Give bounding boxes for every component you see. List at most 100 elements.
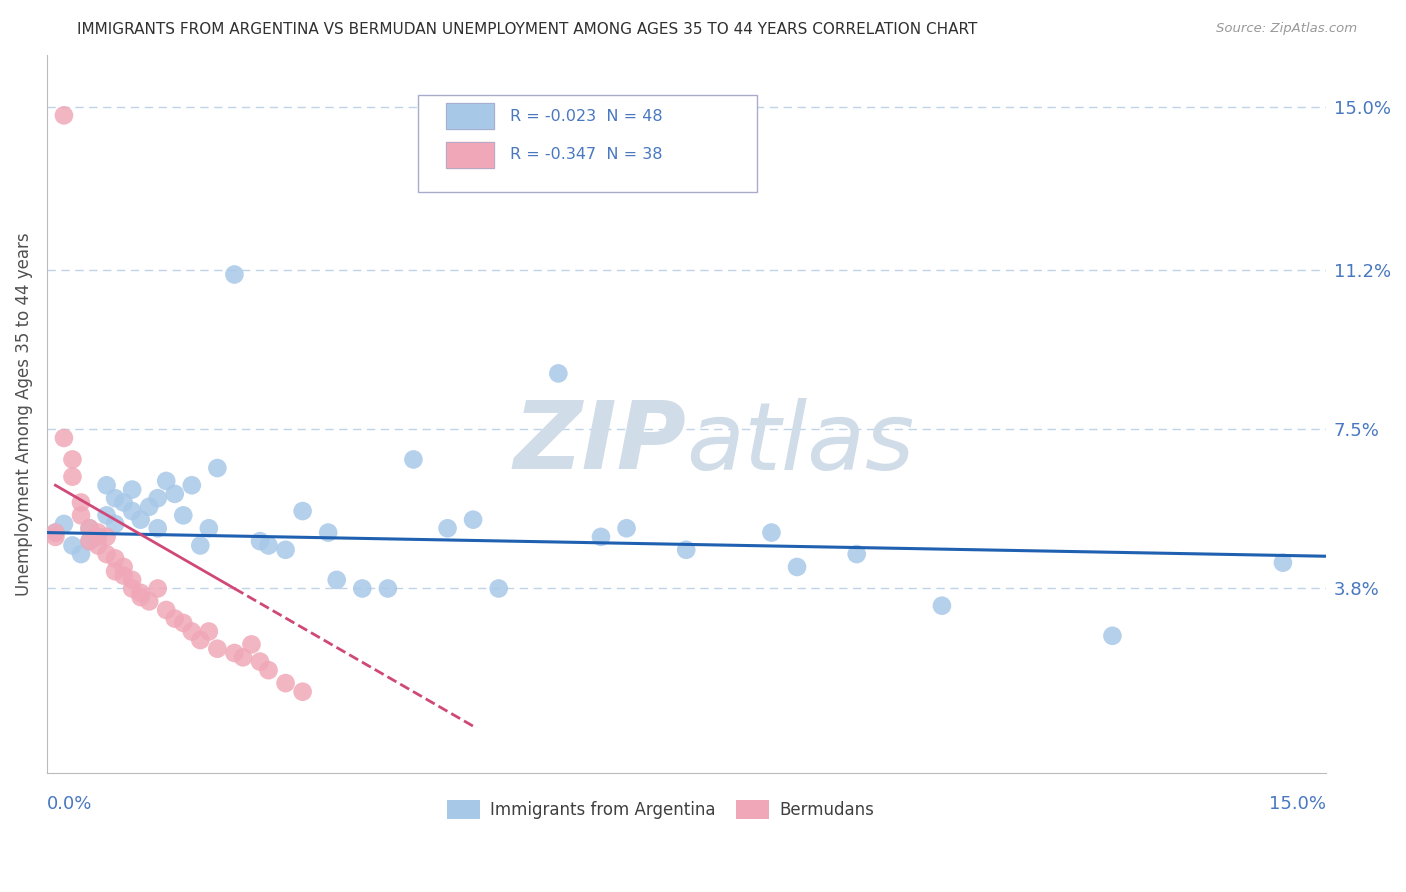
Point: [52, 431, 75, 445]
Point: [70, 495, 93, 509]
Point: [249, 655, 271, 669]
Point: [44, 525, 66, 540]
Point: [461, 513, 484, 527]
Text: R = -0.347  N = 38: R = -0.347 N = 38: [510, 147, 662, 162]
Point: [240, 637, 263, 651]
Point: [1271, 556, 1294, 570]
Point: [129, 590, 152, 604]
Text: 15.0%: 15.0%: [1268, 795, 1326, 813]
Point: [70, 547, 93, 561]
Point: [79, 521, 101, 535]
Point: [87, 530, 110, 544]
Point: [79, 534, 101, 549]
Point: [79, 521, 101, 535]
Point: [79, 534, 101, 549]
Point: [163, 611, 186, 625]
Point: [224, 646, 246, 660]
Point: [274, 542, 297, 557]
Point: [104, 516, 127, 531]
Point: [198, 624, 221, 639]
Point: [616, 521, 638, 535]
Text: atlas: atlas: [686, 398, 914, 489]
Point: [52, 516, 75, 531]
Point: [325, 573, 347, 587]
Text: IMMIGRANTS FROM ARGENTINA VS BERMUDAN UNEMPLOYMENT AMONG AGES 35 TO 44 YEARS COR: IMMIGRANTS FROM ARGENTINA VS BERMUDAN UN…: [77, 22, 977, 37]
FancyBboxPatch shape: [418, 95, 756, 192]
Point: [274, 676, 297, 690]
Point: [62, 539, 84, 553]
Point: [291, 504, 314, 518]
Point: [547, 367, 569, 381]
Point: [180, 624, 202, 639]
Point: [172, 508, 194, 523]
Point: [62, 469, 84, 483]
Point: [163, 487, 186, 501]
Point: [121, 483, 143, 497]
Point: [104, 551, 127, 566]
Point: [257, 663, 280, 677]
Point: [87, 539, 110, 553]
Point: [207, 461, 229, 475]
Point: [96, 547, 118, 561]
Point: [488, 582, 510, 596]
Point: [232, 650, 254, 665]
Point: [845, 547, 868, 561]
Point: [129, 513, 152, 527]
Point: [70, 508, 93, 523]
Y-axis label: Unemployment Among Ages 35 to 44 years: Unemployment Among Ages 35 to 44 years: [15, 233, 32, 596]
Point: [675, 542, 697, 557]
Point: [96, 478, 118, 492]
Point: [224, 268, 246, 282]
Point: [188, 539, 211, 553]
Point: [104, 491, 127, 505]
Point: [188, 633, 211, 648]
Point: [146, 521, 169, 535]
Point: [291, 684, 314, 698]
Point: [44, 530, 66, 544]
Point: [249, 534, 271, 549]
Point: [146, 491, 169, 505]
Point: [761, 525, 783, 540]
Point: [112, 568, 135, 582]
Point: [138, 594, 160, 608]
Point: [129, 586, 152, 600]
Point: [96, 530, 118, 544]
Point: [207, 641, 229, 656]
Point: [44, 525, 66, 540]
Point: [96, 508, 118, 523]
Text: ZIP: ZIP: [513, 397, 686, 489]
Point: [316, 525, 339, 540]
Point: [377, 582, 399, 596]
Point: [112, 495, 135, 509]
Bar: [446, 103, 495, 129]
Point: [931, 599, 953, 613]
Bar: [446, 142, 495, 168]
Point: [1101, 629, 1123, 643]
Point: [112, 560, 135, 574]
Point: [198, 521, 221, 535]
Point: [786, 560, 808, 574]
Point: [172, 615, 194, 630]
Point: [121, 504, 143, 518]
Point: [146, 582, 169, 596]
Point: [436, 521, 458, 535]
Point: [352, 582, 374, 596]
Point: [138, 500, 160, 514]
Point: [589, 530, 612, 544]
Legend: Immigrants from Argentina, Bermudans: Immigrants from Argentina, Bermudans: [440, 794, 880, 826]
Point: [257, 539, 280, 553]
Point: [121, 582, 143, 596]
Point: [180, 478, 202, 492]
Point: [52, 108, 75, 122]
Point: [402, 452, 425, 467]
Point: [155, 474, 177, 488]
Text: 0.0%: 0.0%: [46, 795, 93, 813]
Point: [62, 452, 84, 467]
Bar: [446, 142, 495, 168]
Bar: [446, 103, 495, 129]
Point: [87, 525, 110, 540]
Point: [121, 573, 143, 587]
Point: [104, 564, 127, 578]
Point: [155, 603, 177, 617]
Text: Source: ZipAtlas.com: Source: ZipAtlas.com: [1216, 22, 1357, 36]
